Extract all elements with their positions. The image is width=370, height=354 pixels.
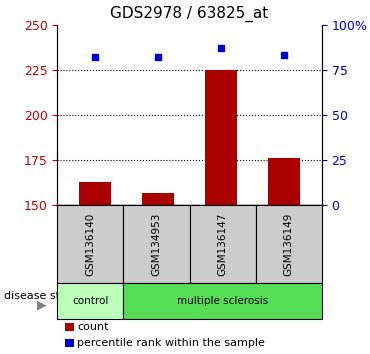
- Text: GSM136147: GSM136147: [218, 212, 228, 276]
- Bar: [80, 182, 111, 205]
- Text: count: count: [77, 322, 108, 332]
- Text: GSM134953: GSM134953: [152, 212, 162, 276]
- Bar: [205, 70, 237, 205]
- Text: percentile rank within the sample: percentile rank within the sample: [77, 338, 265, 348]
- Text: GSM136149: GSM136149: [284, 212, 294, 276]
- Point: [218, 45, 224, 51]
- Point: [155, 55, 161, 60]
- Title: GDS2978 / 63825_at: GDS2978 / 63825_at: [111, 6, 269, 22]
- Point: [281, 53, 287, 58]
- Text: multiple sclerosis: multiple sclerosis: [177, 296, 268, 306]
- Text: ▶: ▶: [37, 298, 46, 311]
- Bar: [142, 193, 174, 205]
- Text: disease state: disease state: [4, 291, 78, 301]
- Text: control: control: [72, 296, 109, 306]
- Point: [92, 55, 98, 60]
- Bar: [268, 158, 300, 205]
- Text: GSM136140: GSM136140: [85, 213, 95, 276]
